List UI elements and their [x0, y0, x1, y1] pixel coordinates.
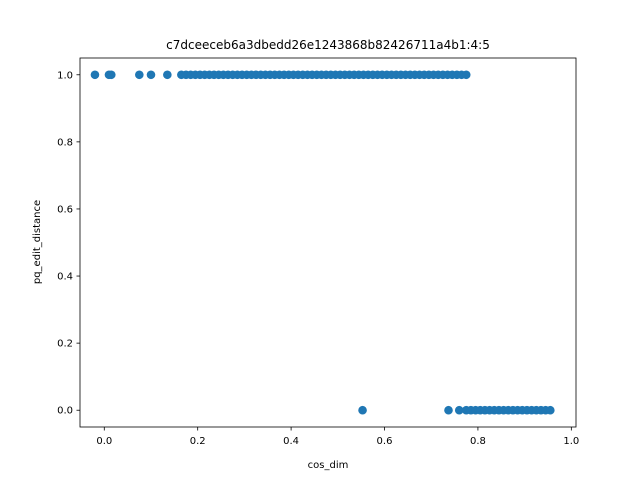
x-tick-label: 0.6: [377, 436, 393, 447]
data-point: [106, 70, 116, 80]
y-tick-label: 0.2: [57, 339, 73, 350]
y-tick-label: 0.6: [57, 204, 73, 215]
data-point: [146, 70, 156, 80]
data-point: [546, 405, 555, 415]
data-point: [358, 405, 367, 415]
x-tick-label: 0.8: [470, 436, 486, 447]
data-point: [454, 405, 464, 415]
y-tick-label: 0.8: [57, 137, 73, 148]
data-point: [461, 70, 471, 80]
y-axis-label: pq_edit_distance: [32, 200, 43, 284]
chart-title: c7dceeceb6a3dbedd26e1243868b82426711a4b1…: [166, 38, 490, 52]
x-tick-label: 0.4: [283, 436, 299, 447]
x-axis-label: cos_dim: [308, 460, 349, 471]
data-point: [90, 70, 100, 80]
data-point: [135, 70, 144, 80]
y-tick-label: 0.4: [57, 272, 73, 283]
plot-area-frame: [79, 57, 577, 428]
x-axis: 0.0 0.2 0.4 0.6 0.8 1.0: [96, 427, 579, 447]
data-point: [444, 405, 453, 415]
y-axis: 0.0 0.2 0.4 0.6 0.8 1.0: [57, 70, 80, 417]
data-points: [90, 70, 555, 415]
x-tick-label: 0.2: [190, 436, 206, 447]
data-point: [163, 70, 172, 80]
y-tick-label: 1.0: [57, 70, 73, 81]
x-tick-label: 0.0: [96, 436, 112, 447]
y-tick-label: 0.0: [57, 406, 73, 417]
x-tick-label: 1.0: [563, 436, 579, 447]
